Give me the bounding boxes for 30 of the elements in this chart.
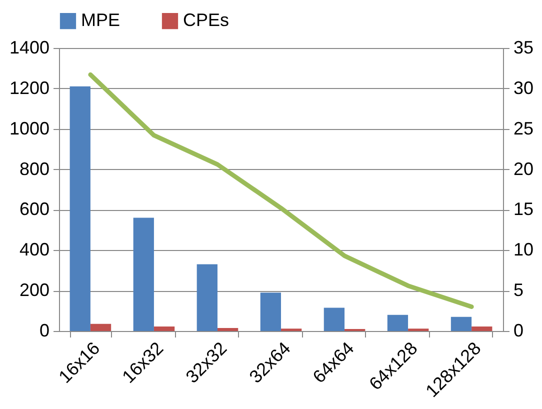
y2-tick-label: 10 <box>514 240 534 260</box>
bar <box>70 86 90 331</box>
y-tick-label: 400 <box>19 240 50 260</box>
y2-tick-label: 30 <box>514 78 534 98</box>
legend-label: CPEs <box>183 10 230 30</box>
y-tick-label: 0 <box>39 320 50 340</box>
y-tick-label: 1400 <box>9 38 50 58</box>
y2-tick-label: 0 <box>514 320 524 340</box>
y-tick-label: 800 <box>19 158 50 179</box>
bar <box>154 326 175 331</box>
bar <box>260 292 281 331</box>
bar <box>196 264 218 331</box>
y-tick-label: 1200 <box>9 78 50 98</box>
bar <box>324 308 345 331</box>
bar <box>90 324 112 331</box>
y-tick-label: 600 <box>19 199 50 220</box>
y2-tick-label: 15 <box>514 199 534 220</box>
bar <box>217 328 238 331</box>
legend-label: MPE <box>81 10 120 30</box>
bar <box>387 314 408 331</box>
line-series <box>88 72 474 309</box>
y2-tick-label: 35 <box>514 38 534 58</box>
bar <box>472 326 492 331</box>
y-tick-label: 1000 <box>9 118 50 138</box>
y2-tick-label: 25 <box>514 118 534 138</box>
y2-tick-label: 20 <box>514 158 534 179</box>
bar <box>450 316 472 331</box>
y2-tick-label: 5 <box>514 280 524 300</box>
bar <box>133 218 154 331</box>
y-tick-label: 200 <box>19 280 50 300</box>
